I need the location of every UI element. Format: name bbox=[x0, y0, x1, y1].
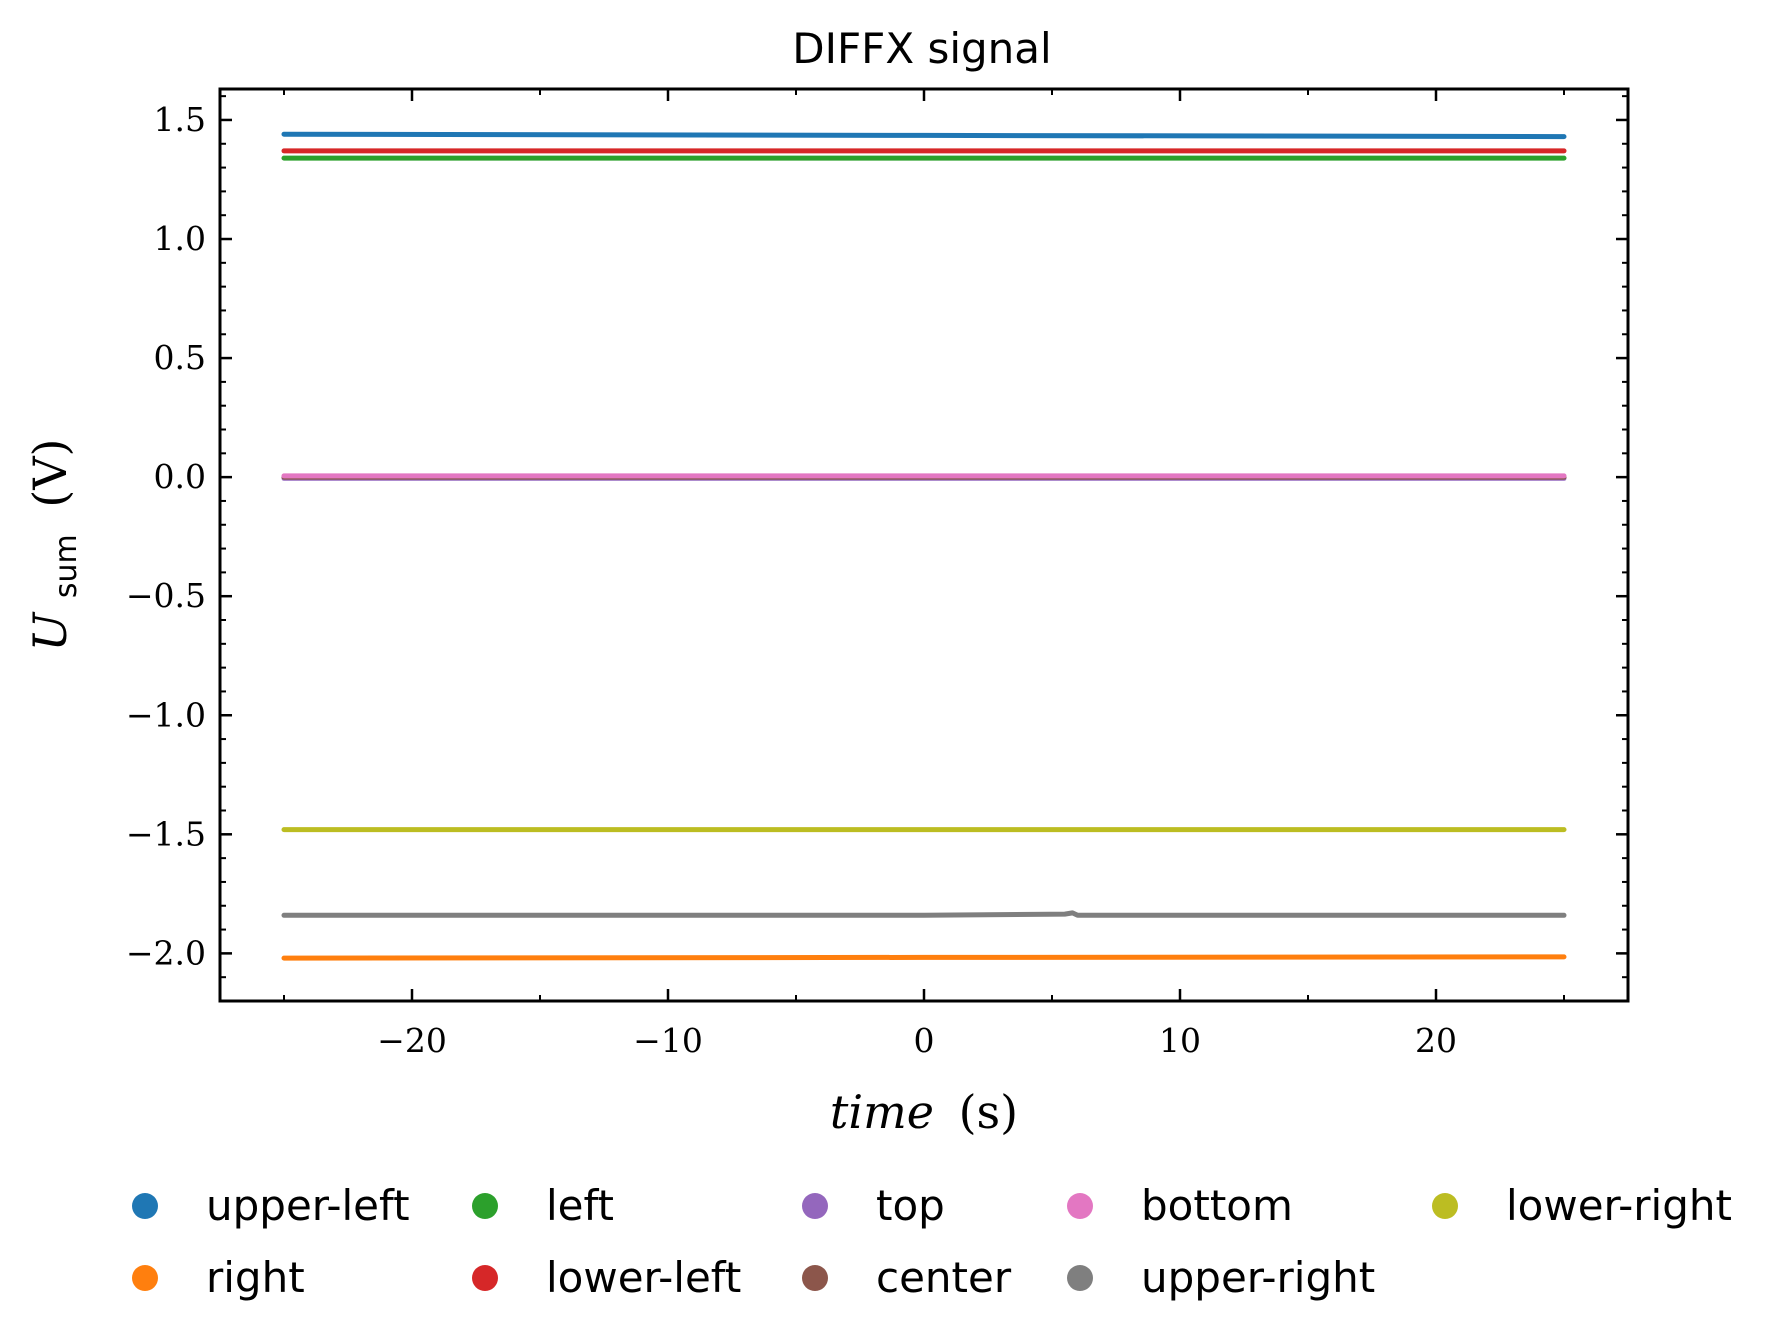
y-tick-label: −1.0 bbox=[126, 695, 206, 734]
legend-item-lower-right: lower-right bbox=[1432, 1181, 1732, 1230]
y-axis-label-sub: sum bbox=[49, 534, 84, 598]
legend-marker bbox=[1067, 1265, 1093, 1291]
legend: upper-left right left lower-left top center bo… bbox=[132, 1181, 1732, 1302]
legend-marker bbox=[132, 1193, 158, 1219]
series-layer bbox=[281, 131, 1567, 961]
legend-label: lower-left bbox=[546, 1253, 741, 1302]
x-tick-label: 20 bbox=[1415, 1021, 1457, 1060]
y-tick-label: 0.0 bbox=[154, 457, 206, 496]
legend-label: bottom bbox=[1141, 1181, 1293, 1230]
series-line-right bbox=[281, 954, 1567, 961]
x-axis-label: time (s) bbox=[830, 1085, 1018, 1139]
y-axis-label: U sum (V) bbox=[23, 438, 87, 651]
y-axis-label-unit: (V) bbox=[23, 438, 77, 507]
x-tick-label: 0 bbox=[914, 1021, 935, 1060]
legend-marker bbox=[472, 1265, 498, 1291]
x-tick-label: 10 bbox=[1159, 1021, 1201, 1060]
legend-item-lower-left: lower-left bbox=[472, 1253, 741, 1302]
legend-item-center: center bbox=[802, 1253, 1012, 1302]
legend-label: top bbox=[876, 1181, 945, 1230]
legend-item-upper-right: upper-right bbox=[1067, 1253, 1375, 1302]
legend-marker bbox=[132, 1265, 158, 1291]
legend-label: lower-right bbox=[1506, 1181, 1732, 1230]
y-tick-label: −0.5 bbox=[126, 576, 206, 615]
plot-frame bbox=[218, 87, 1630, 1003]
legend-label: left bbox=[546, 1181, 614, 1230]
legend-marker bbox=[472, 1193, 498, 1219]
y-tick-label: 1.0 bbox=[154, 219, 206, 258]
legend-item-bottom: bottom bbox=[1067, 1181, 1293, 1230]
legend-marker bbox=[1067, 1193, 1093, 1219]
legend-item-left: left bbox=[472, 1181, 614, 1230]
legend-item-right: right bbox=[132, 1253, 305, 1302]
legend-label: center bbox=[876, 1253, 1012, 1302]
x-axis-label-var: time bbox=[830, 1085, 934, 1139]
y-axis-label-var: U bbox=[23, 611, 77, 652]
chart-title: DIFFX signal bbox=[792, 24, 1051, 73]
legend-item-top: top bbox=[802, 1181, 945, 1230]
legend-marker bbox=[1432, 1193, 1458, 1219]
x-tick-label: −10 bbox=[633, 1021, 703, 1060]
series-line-upper-right bbox=[281, 910, 1567, 918]
legend-label: upper-right bbox=[1141, 1253, 1375, 1302]
y-tick-label: 1.5 bbox=[154, 100, 206, 139]
x-axis-label-unit: (s) bbox=[959, 1085, 1019, 1139]
legend-label: right bbox=[206, 1253, 305, 1302]
legend-item-upper-left: upper-left bbox=[132, 1181, 410, 1230]
y-tick-label: −1.5 bbox=[126, 814, 206, 853]
legend-marker bbox=[802, 1265, 828, 1291]
legend-label: upper-left bbox=[206, 1181, 410, 1230]
series-line-upper-left bbox=[281, 131, 1567, 140]
legend-marker bbox=[802, 1193, 828, 1219]
y-tick-label: −2.0 bbox=[126, 933, 206, 972]
x-tick-label: −20 bbox=[377, 1021, 447, 1060]
y-tick-label: 0.5 bbox=[154, 338, 206, 377]
